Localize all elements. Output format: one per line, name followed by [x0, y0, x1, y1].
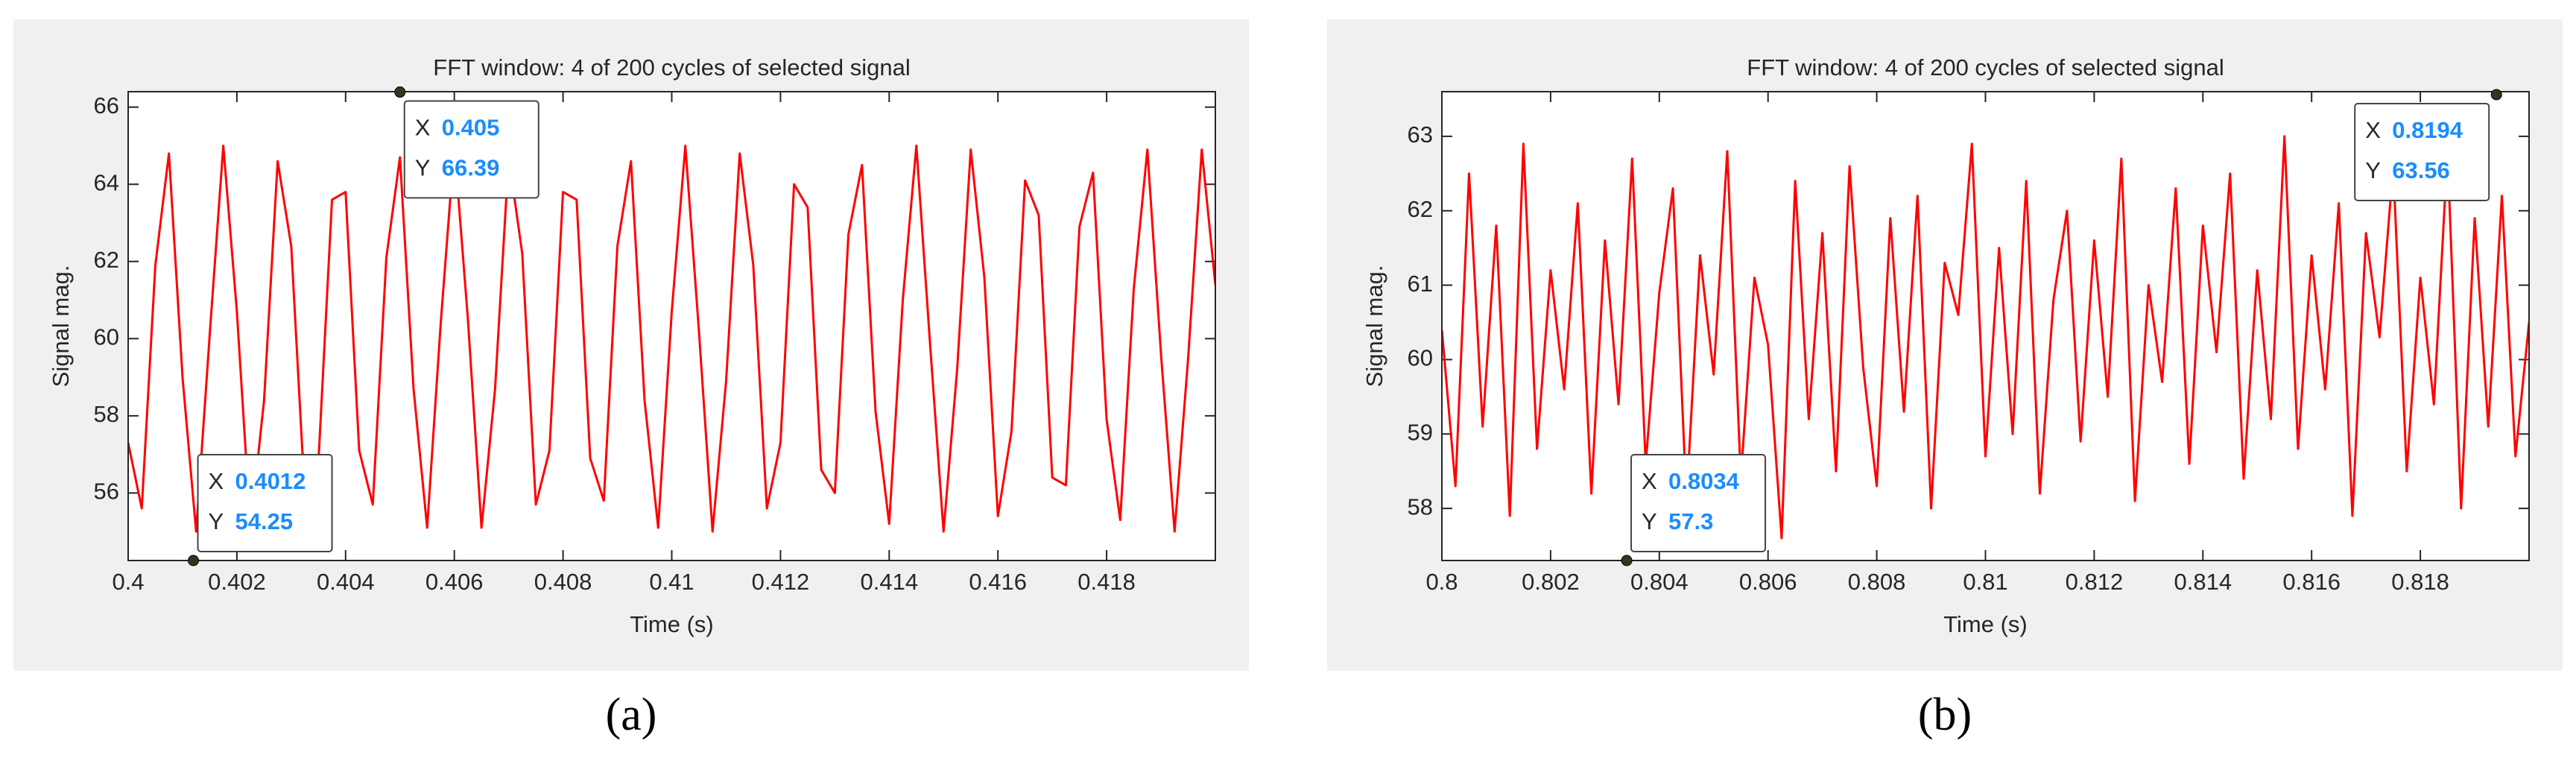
datatip-label: X: [2365, 117, 2381, 143]
datatip-value: 66.39: [442, 155, 500, 181]
datatip-value: 0.8194: [2392, 117, 2463, 143]
y-tick-label: 60: [1408, 345, 1433, 371]
datatip-label: Y: [2365, 157, 2381, 183]
x-tick-label: 0.402: [208, 569, 266, 595]
plot-frame: [1441, 91, 2530, 561]
x-tick-label: 0.406: [425, 569, 484, 595]
x-tick-label: 0.814: [2174, 569, 2232, 595]
y-tick-label: 66: [94, 92, 119, 119]
x-tick-label: 0.812: [2066, 569, 2124, 595]
x-tick-label: 0.806: [1739, 569, 1797, 595]
x-tick-label: 0.81: [1963, 569, 2007, 595]
caption: (b): [1918, 689, 1972, 740]
datatip-value: 54.25: [235, 508, 294, 534]
x-axis-label: Time (s): [1943, 611, 2028, 637]
x-tick-label: 0.414: [861, 569, 919, 595]
y-tick-label: 59: [1408, 419, 1433, 445]
y-tick-label: 62: [94, 247, 119, 273]
datatip-value: 57.3: [1668, 508, 1713, 534]
datatip-box: [403, 100, 539, 199]
datatip-value: 0.405: [442, 115, 500, 141]
datatip-label: Y: [209, 508, 224, 534]
y-axis-label: Signal mag.: [48, 265, 74, 388]
x-tick-label: 0.41: [649, 569, 694, 595]
x-tick-label: 0.418: [1077, 569, 1136, 595]
x-tick-label: 0.416: [969, 569, 1027, 595]
x-tick-label: 0.404: [317, 569, 375, 595]
caption: (a): [606, 689, 657, 740]
datatip-label: Y: [415, 155, 431, 181]
y-tick-label: 64: [94, 169, 119, 195]
datatip-box: [197, 454, 333, 552]
x-tick-label: 0.408: [534, 569, 592, 595]
signal-line: [1442, 135, 2529, 540]
y-tick-label: 62: [1408, 196, 1433, 222]
y-axis-label: Signal mag.: [1361, 265, 1387, 388]
datatip-value: 0.8034: [1668, 468, 1740, 494]
x-tick-label: 0.4: [112, 569, 144, 595]
y-tick-label: 63: [1408, 121, 1433, 148]
y-tick-label: 60: [94, 324, 119, 350]
datatip-marker: [394, 86, 406, 98]
datatip-label: X: [209, 468, 224, 494]
datatip-marker: [188, 555, 200, 566]
x-tick-label: 0.802: [1522, 569, 1580, 595]
datatip-marker: [1621, 555, 1633, 566]
plot-frame: [127, 91, 1216, 561]
datatip-label: Y: [1642, 508, 1657, 534]
chart-title: FFT window: 4 of 200 cycles of selected …: [1747, 54, 2224, 80]
datatip-marker: [2490, 89, 2502, 101]
datatip-value: 0.4012: [235, 468, 306, 494]
x-tick-label: 0.818: [2391, 569, 2449, 595]
y-tick-label: 58: [94, 401, 119, 427]
datatip-label: X: [415, 115, 431, 141]
y-tick-label: 56: [94, 479, 119, 505]
x-tick-label: 0.808: [1848, 569, 1906, 595]
datatip-box: [1630, 454, 1767, 552]
y-tick-label: 58: [1408, 493, 1433, 520]
x-tick-label: 0.8: [1425, 569, 1458, 595]
x-tick-label: 0.804: [1630, 569, 1689, 595]
x-axis-label: Time (s): [630, 611, 714, 637]
y-tick-label: 61: [1408, 271, 1433, 297]
x-tick-label: 0.412: [752, 569, 810, 595]
datatip-value: 63.56: [2392, 157, 2450, 183]
chart: FFT window: 4 of 200 cycles of selected …: [1327, 19, 2563, 740]
datatip-box: [2354, 102, 2490, 201]
x-tick-label: 0.816: [2282, 569, 2341, 595]
datatip-label: X: [1642, 468, 1657, 494]
chart: FFT window: 4 of 200 cycles of selected …: [13, 19, 1249, 740]
chart-title: FFT window: 4 of 200 cycles of selected …: [433, 54, 910, 80]
